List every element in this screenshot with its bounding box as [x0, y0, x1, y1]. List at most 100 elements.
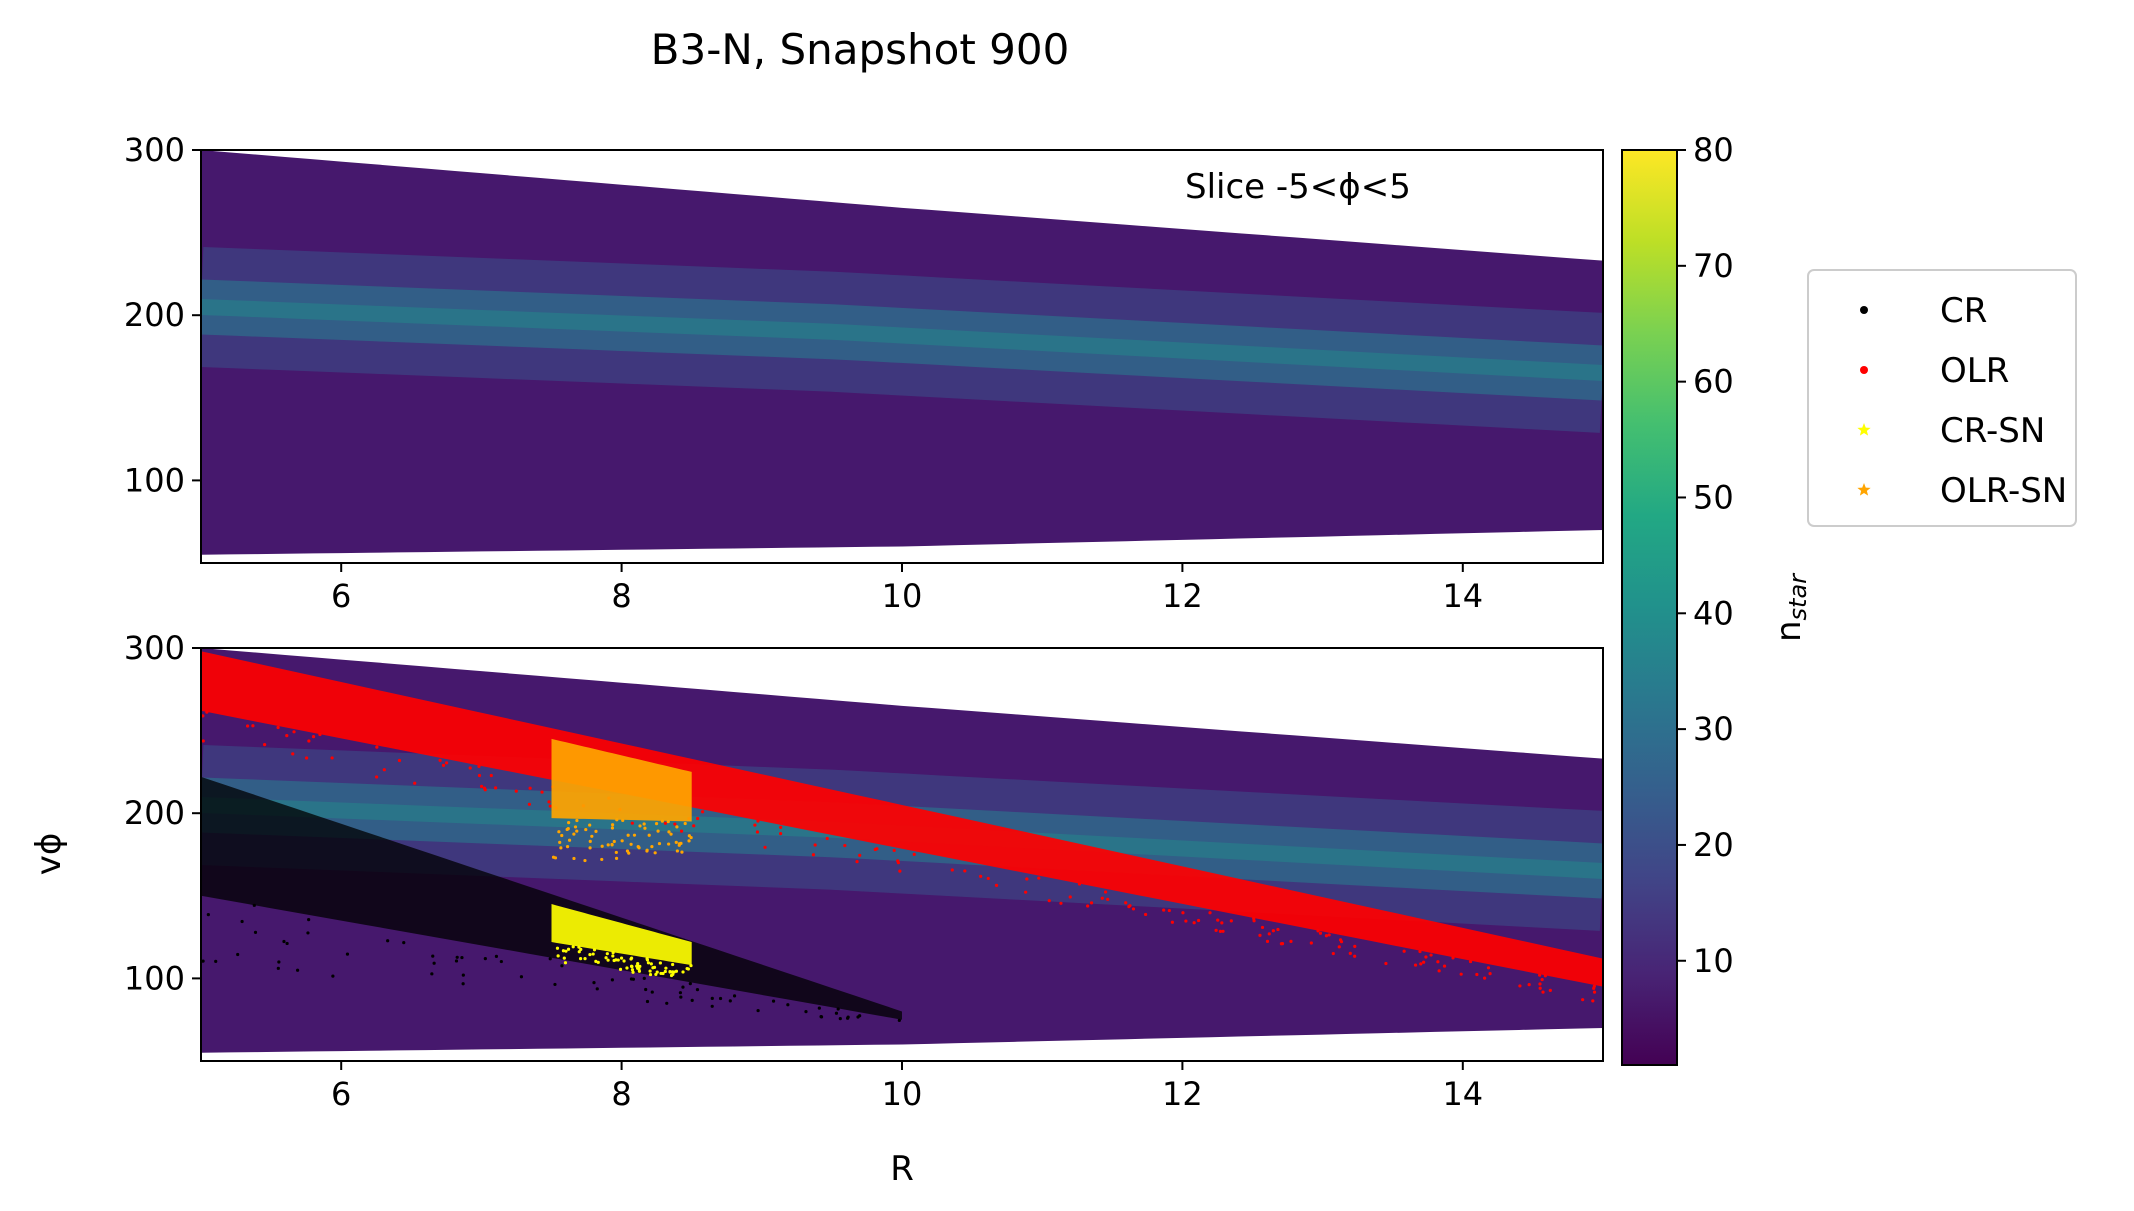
overlay-point	[1267, 932, 1271, 936]
overlay-point	[1337, 945, 1341, 949]
overlay-point	[666, 819, 670, 824]
overlay-point	[950, 868, 954, 872]
overlay-point	[771, 999, 776, 1003]
overlay-point	[718, 996, 723, 1001]
overlay-point	[648, 969, 652, 973]
top-y-ticks: 100 200 300	[124, 131, 201, 499]
overlay-point	[584, 827, 588, 832]
figure-title: B3-N, Snapshot 900	[651, 25, 1070, 74]
overlay-point	[555, 946, 560, 950]
overlay-point	[627, 851, 631, 855]
overlay-point	[855, 859, 859, 864]
overlay-point	[819, 1015, 824, 1019]
overlay-point	[838, 1017, 842, 1021]
overlay-point	[567, 838, 572, 842]
overlay-point	[489, 773, 493, 778]
overlay-point	[206, 913, 210, 917]
top-plot-area	[201, 150, 1603, 555]
overlay-point	[547, 800, 551, 804]
overlay-point	[986, 876, 990, 881]
overlay-point	[564, 949, 568, 953]
overlay-point	[700, 810, 705, 814]
overlay-point	[1162, 908, 1166, 912]
overlay-point	[318, 732, 322, 737]
overlay-point	[240, 919, 244, 924]
overlay-point	[285, 941, 289, 946]
overlay-points-cr	[201, 903, 901, 1022]
colorbar-tick-label: 20	[1693, 826, 1734, 864]
overlay-point	[638, 964, 642, 968]
overlay-point	[493, 786, 498, 790]
overlay-point	[292, 730, 296, 734]
overlay-point	[753, 823, 757, 827]
colorbar-tick-label: 70	[1693, 247, 1734, 285]
legend-marker-dot	[1860, 366, 1868, 374]
overlay-point	[455, 955, 459, 959]
x-tick-label: 6	[331, 1075, 351, 1113]
overlay-point	[600, 857, 604, 862]
overlay-point	[1265, 939, 1270, 943]
overlay-point	[559, 846, 563, 850]
overlay-cr	[201, 776, 902, 1020]
overlay-point	[689, 963, 693, 968]
overlay-point	[1279, 942, 1284, 946]
overlay-point	[763, 845, 767, 849]
overlay-point	[656, 829, 660, 833]
overlay-point	[618, 967, 623, 971]
overlay-point	[687, 839, 691, 843]
overlay-point	[779, 825, 783, 829]
y-tick-label: 100	[124, 959, 185, 997]
overlay-point	[1037, 876, 1041, 880]
overlay-point	[658, 961, 662, 965]
overlay-point	[1402, 949, 1406, 953]
overlay-point	[583, 957, 587, 961]
overlay-point	[1260, 925, 1265, 930]
overlay-point	[307, 917, 311, 922]
colorbar-tick-label: 30	[1693, 710, 1734, 748]
overlay-point	[330, 756, 334, 760]
overlay-point	[611, 951, 615, 955]
overlay-point	[276, 966, 280, 970]
overlay-point	[236, 952, 240, 957]
overlay-point	[1208, 911, 1212, 915]
overlay-point	[645, 849, 649, 853]
overlay-point	[591, 952, 595, 956]
overlay-point	[1025, 877, 1029, 881]
overlay-point	[252, 903, 256, 907]
overlay-point	[674, 969, 679, 973]
overlay-point	[441, 763, 446, 767]
legend-entry: CR-SN	[1857, 411, 2045, 451]
legend-marker-dot	[1860, 306, 1868, 314]
overlay-point	[898, 869, 902, 873]
overlay-point	[636, 961, 640, 966]
overlay-point	[560, 833, 564, 838]
density-ridge	[201, 279, 1603, 401]
overlay-point	[679, 829, 684, 833]
overlay-point	[527, 802, 532, 806]
bottom-x-ticks: 6 8 10 12 14	[331, 1061, 1483, 1113]
x-axis-label: R	[890, 1149, 914, 1189]
y-tick-label: 100	[124, 461, 185, 499]
colorbar-tick-label: 60	[1693, 363, 1734, 401]
overlay-point	[282, 939, 286, 944]
overlay-point	[1318, 931, 1323, 935]
overlay-point	[1271, 929, 1275, 933]
overlay-point	[594, 959, 598, 963]
overlay-point	[1220, 921, 1224, 925]
overlay-point	[1353, 954, 1357, 958]
density-ridge-core	[201, 298, 1603, 382]
overlay-point	[686, 967, 690, 971]
overlay-point	[276, 725, 280, 730]
colorbar-tick-label: 40	[1693, 594, 1734, 632]
overlay-point	[579, 947, 583, 951]
overlay-point	[1196, 918, 1201, 923]
overlay-point	[680, 850, 684, 854]
overlay-point	[610, 978, 614, 982]
overlay-point	[382, 768, 386, 772]
overlay-point	[645, 999, 650, 1004]
overlay-point	[1486, 966, 1491, 970]
overlay-point	[647, 833, 651, 837]
overlay-point	[590, 834, 594, 838]
overlay-point	[756, 819, 760, 823]
overlay-point	[1353, 944, 1357, 948]
